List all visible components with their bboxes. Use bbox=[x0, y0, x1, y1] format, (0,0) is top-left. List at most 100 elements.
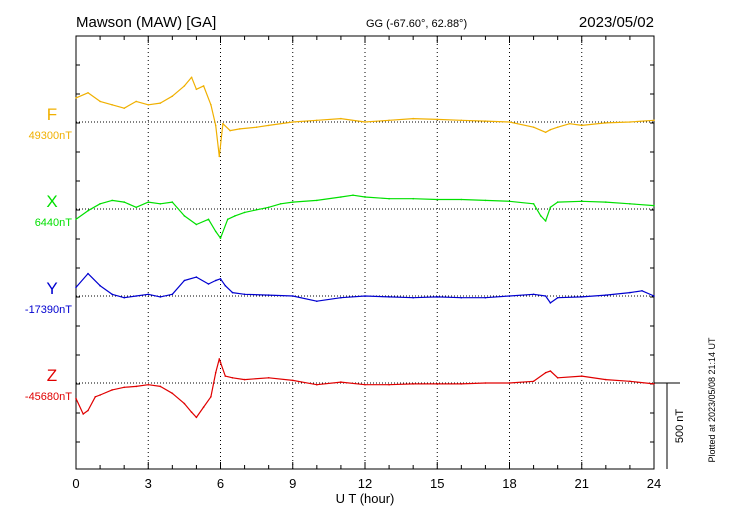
data-point-z bbox=[218, 358, 221, 360]
x-tick-label: 18 bbox=[502, 476, 516, 491]
x-tick-labels: 0 3 6 9 12 15 18 21 24 bbox=[72, 476, 661, 491]
data-point-y bbox=[544, 295, 547, 297]
series-baseline-x: 6440nT bbox=[35, 217, 73, 229]
data-point-f bbox=[195, 88, 198, 91]
series-name-x: X bbox=[46, 192, 57, 211]
scale-bar-label: 500 nT bbox=[674, 409, 686, 444]
data-point-f bbox=[123, 107, 125, 109]
data-point-f bbox=[316, 119, 318, 122]
data-point-x bbox=[219, 237, 222, 239]
data-point-x bbox=[207, 218, 210, 221]
series-baseline-f: 49300nT bbox=[29, 130, 73, 142]
data-point-y bbox=[123, 296, 125, 299]
data-point-y bbox=[87, 272, 89, 275]
data-point-f bbox=[460, 119, 463, 122]
data-point-z bbox=[532, 380, 535, 383]
data-point-f bbox=[292, 121, 294, 123]
data-point-x bbox=[544, 220, 547, 222]
data-point-z bbox=[605, 378, 607, 381]
data-point-f bbox=[544, 131, 547, 134]
data-point-z bbox=[219, 361, 222, 364]
data-point-y bbox=[147, 293, 150, 296]
data-point-z bbox=[629, 380, 631, 383]
data-point-f bbox=[556, 126, 559, 128]
plot-date: 2023/05/02 bbox=[579, 14, 654, 31]
data-point-y bbox=[556, 296, 559, 299]
data-point-x bbox=[581, 200, 583, 203]
data-point-z bbox=[123, 386, 125, 389]
data-point-f bbox=[111, 104, 113, 106]
series-name-f: F bbox=[47, 105, 57, 124]
data-point-f bbox=[135, 100, 137, 103]
data-point-y bbox=[292, 295, 294, 297]
data-point-z bbox=[214, 371, 217, 374]
data-point-x bbox=[549, 206, 552, 209]
data-point-x bbox=[123, 201, 125, 203]
station-title: Mawson (MAW) [GA] bbox=[76, 14, 216, 31]
data-point-f bbox=[99, 100, 101, 103]
data-point-f bbox=[222, 122, 224, 125]
data-point-f bbox=[340, 117, 342, 120]
data-point-f bbox=[388, 119, 390, 122]
data-point-z bbox=[195, 416, 198, 419]
data-point-x bbox=[183, 215, 186, 217]
data-point-f bbox=[364, 121, 366, 123]
data-point-f bbox=[484, 120, 487, 122]
data-point-x bbox=[556, 201, 559, 203]
data-point-x bbox=[171, 201, 174, 203]
data-point-z bbox=[412, 383, 415, 385]
data-point-y bbox=[195, 276, 198, 278]
x-tick-label: 24 bbox=[647, 476, 661, 491]
data-point-y bbox=[183, 279, 186, 282]
data-point-x bbox=[388, 197, 390, 200]
data-point-z bbox=[581, 375, 583, 377]
data-point-y bbox=[99, 284, 101, 287]
data-point-x bbox=[508, 200, 511, 203]
data-point-y bbox=[581, 296, 583, 298]
data-point-y bbox=[388, 296, 390, 298]
data-point-z bbox=[82, 413, 84, 415]
data-point-z bbox=[159, 385, 162, 388]
x-tick-label: 21 bbox=[575, 476, 589, 491]
data-point-z bbox=[224, 375, 227, 377]
data-point-x bbox=[75, 218, 77, 221]
data-point-z bbox=[75, 397, 77, 400]
data-point-f bbox=[255, 126, 258, 128]
data-point-f bbox=[202, 85, 205, 87]
data-point-f bbox=[605, 122, 607, 124]
data-point-y bbox=[231, 291, 234, 294]
data-point-z bbox=[99, 394, 101, 396]
x-tick-label: 0 bbox=[72, 476, 79, 491]
data-point-z bbox=[87, 409, 89, 412]
data-point-y bbox=[629, 291, 631, 294]
data-point-f bbox=[653, 119, 655, 122]
data-point-y bbox=[508, 295, 511, 297]
data-point-f bbox=[508, 121, 511, 123]
data-point-x bbox=[243, 211, 246, 214]
data-point-f bbox=[87, 92, 89, 94]
data-point-z bbox=[436, 383, 439, 385]
x-tick-label: 6 bbox=[217, 476, 224, 491]
data-point-f bbox=[229, 129, 231, 132]
data-point-z bbox=[135, 385, 137, 388]
data-point-y bbox=[243, 293, 246, 296]
station-coordinates: GG (-67.60°, 62.88°) bbox=[366, 18, 467, 30]
series-baseline-y: -17390nT bbox=[25, 304, 72, 316]
data-point-z bbox=[171, 392, 174, 395]
data-point-f bbox=[183, 85, 186, 87]
data-point-y bbox=[653, 295, 655, 297]
data-point-z bbox=[183, 402, 186, 405]
data-point-z bbox=[484, 382, 487, 384]
vertical-grid bbox=[147, 36, 583, 469]
data-point-y bbox=[436, 296, 439, 298]
data-point-y bbox=[224, 284, 227, 287]
data-point-y bbox=[75, 286, 77, 289]
data-point-f bbox=[218, 155, 221, 158]
data-point-z bbox=[210, 396, 212, 398]
data-point-f bbox=[171, 95, 174, 97]
data-point-z bbox=[243, 378, 246, 381]
series-name-z: Z bbox=[47, 366, 57, 385]
data-point-f bbox=[159, 102, 162, 104]
data-point-z bbox=[147, 383, 150, 386]
